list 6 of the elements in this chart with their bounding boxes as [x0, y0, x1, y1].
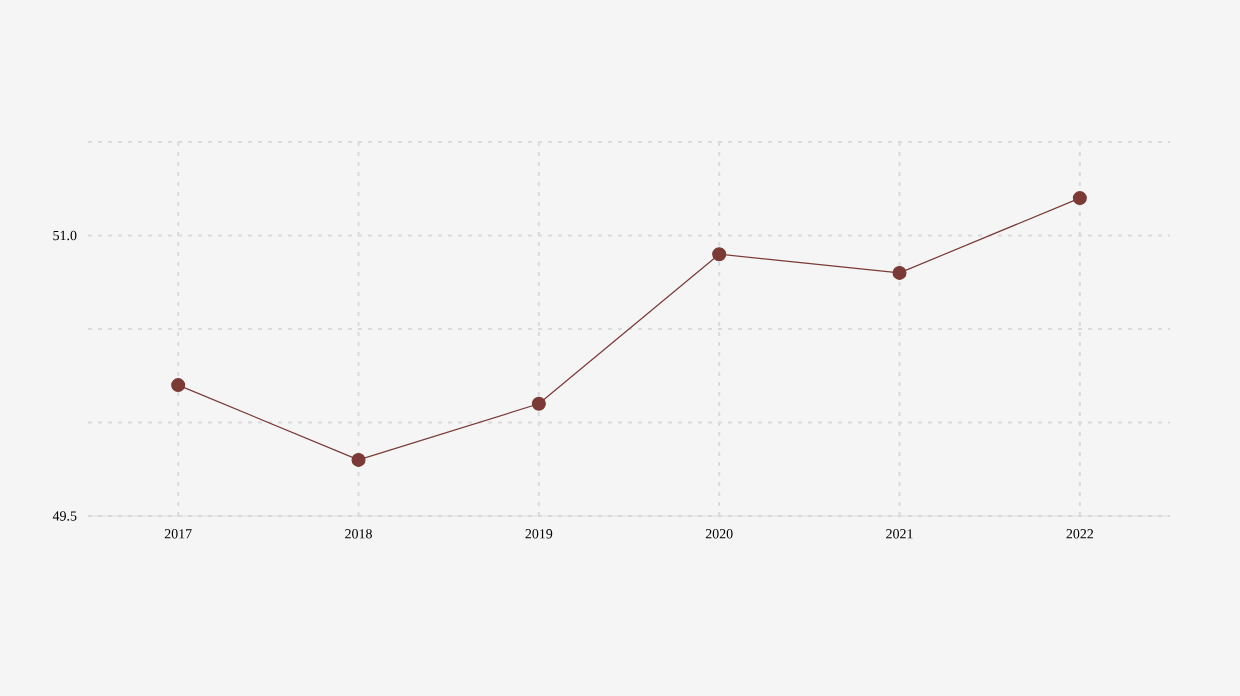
- point: [712, 247, 727, 262]
- point: [892, 265, 907, 280]
- point: [171, 378, 186, 393]
- point: [531, 396, 546, 411]
- point: [1072, 191, 1087, 206]
- point: [351, 452, 366, 467]
